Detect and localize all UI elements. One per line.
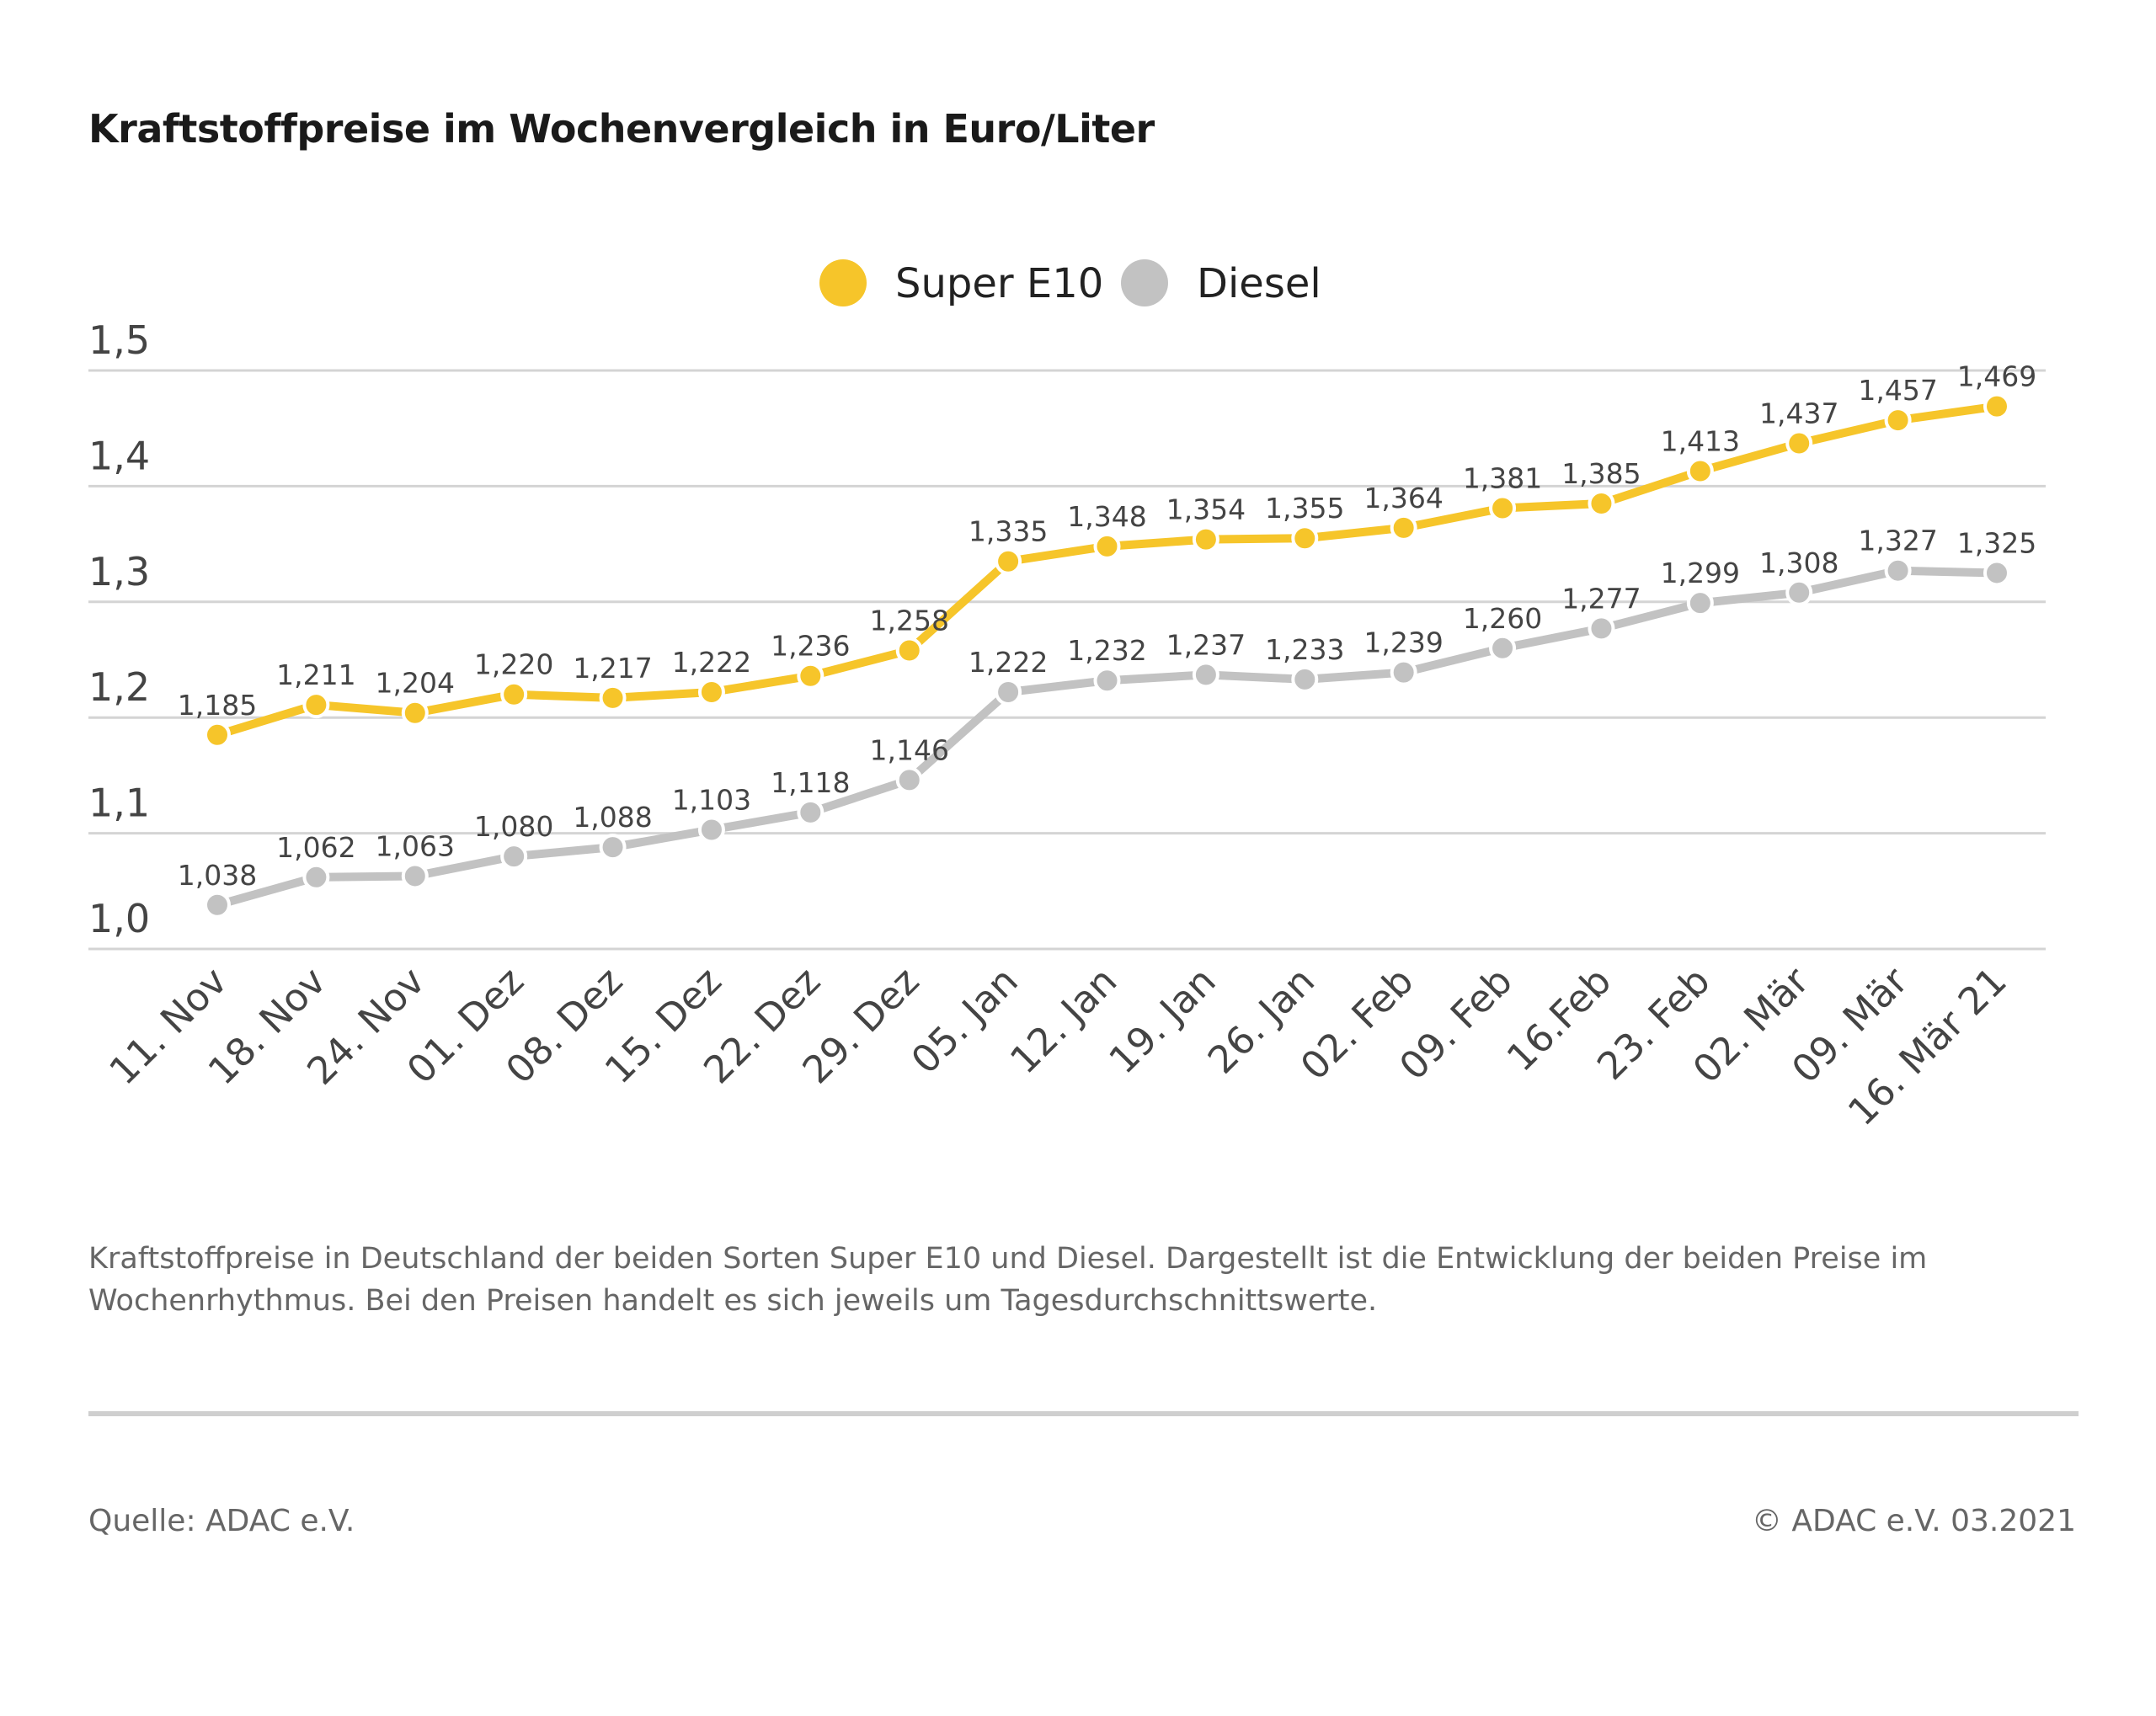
- data-point: [599, 684, 627, 711]
- y-tick-label: 1,4: [88, 433, 150, 478]
- data-label: 1,364: [1364, 482, 1443, 514]
- data-point: [1884, 407, 1912, 434]
- data-label: 1,308: [1759, 546, 1838, 579]
- data-label: 1,469: [1957, 360, 2036, 393]
- data-point: [1093, 667, 1121, 695]
- data-point: [1983, 559, 2010, 587]
- data-label: 1,233: [1265, 633, 1344, 666]
- legend-marker: [819, 259, 867, 306]
- data-point: [1785, 429, 1813, 457]
- data-point: [302, 691, 330, 719]
- data-point: [1686, 457, 1714, 485]
- data-label: 1,335: [969, 515, 1048, 548]
- data-point: [697, 678, 725, 706]
- data-point: [1390, 514, 1417, 541]
- data-label: 1,118: [771, 766, 850, 799]
- data-label: 1,327: [1858, 525, 1937, 557]
- data-label: 1,038: [178, 859, 257, 892]
- chart-caption: Kraftstoffpreise in Deutschland der beid…: [88, 1242, 1928, 1318]
- data-label: 1,457: [1858, 374, 1937, 407]
- data-point: [995, 547, 1022, 575]
- legend-label: Super E10: [895, 260, 1103, 307]
- data-point: [1390, 658, 1417, 686]
- data-label: 1,354: [1166, 493, 1246, 526]
- y-tick-label: 1,5: [88, 317, 150, 363]
- data-label: 1,063: [376, 829, 455, 862]
- copyright-note: © ADAC e.V. 03.2021: [1751, 1504, 2076, 1538]
- data-label: 1,204: [376, 667, 455, 700]
- data-point: [500, 843, 528, 871]
- data-point: [1588, 490, 1615, 518]
- source-note: Quelle: ADAC e.V.: [88, 1504, 355, 1538]
- y-tick-label: 1,2: [88, 664, 150, 710]
- data-label: 1,239: [1364, 626, 1443, 659]
- data-label: 1,355: [1265, 492, 1344, 525]
- data-point: [302, 863, 330, 891]
- data-label: 1,185: [178, 689, 257, 722]
- data-point: [401, 699, 429, 727]
- data-point: [1884, 557, 1912, 584]
- data-point: [1489, 494, 1517, 522]
- data-point: [995, 678, 1022, 706]
- x-tick-label: 19. Jan: [1100, 958, 1224, 1082]
- divider: [88, 1411, 2079, 1416]
- data-point: [895, 766, 923, 794]
- y-tick-label: 1,1: [88, 781, 150, 826]
- data-label: 1,080: [474, 810, 553, 843]
- data-label: 1,348: [1067, 500, 1146, 533]
- data-point: [1489, 634, 1517, 662]
- data-label: 1,222: [672, 646, 751, 679]
- data-point: [204, 721, 231, 749]
- data-label: 1,232: [1067, 634, 1146, 667]
- y-tick-label: 1,3: [88, 549, 150, 594]
- chart-title: Kraftstoffpreise im Wochenvergleich in E…: [88, 106, 1155, 152]
- y-tick-label: 1,0: [88, 896, 150, 941]
- data-label: 1,146: [869, 733, 948, 766]
- line-chart: 1,0 1,1 1,2 1,3 1,4 1,5 Super E10 Diesel 1,185 1,…: [88, 259, 2046, 1134]
- data-label: 1,236: [771, 630, 850, 663]
- data-point: [797, 798, 825, 826]
- data-label: 1,413: [1661, 425, 1740, 458]
- data-label: 1,088: [573, 801, 652, 834]
- data-label: 1,211: [276, 658, 355, 691]
- data-point: [1785, 578, 1813, 606]
- data-point: [1093, 532, 1121, 560]
- data-label: 1,381: [1463, 462, 1542, 495]
- data-point: [401, 862, 429, 890]
- data-label: 1,222: [969, 646, 1048, 679]
- data-point: [1192, 525, 1219, 553]
- data-label: 1,437: [1759, 397, 1838, 430]
- data-point: [1588, 615, 1615, 642]
- legend-label: Diesel: [1197, 260, 1321, 307]
- data-label: 1,237: [1166, 628, 1246, 661]
- data-label: 1,277: [1561, 582, 1641, 615]
- data-point: [1291, 665, 1319, 693]
- data-label: 1,260: [1463, 602, 1542, 635]
- series-line: [216, 566, 1998, 909]
- data-point: [1291, 525, 1319, 552]
- data-point: [1686, 589, 1714, 617]
- data-point: [204, 891, 231, 919]
- data-point: [895, 637, 923, 664]
- legend-marker: [1121, 259, 1168, 306]
- data-label: 1,103: [672, 783, 751, 816]
- data-point: [500, 680, 528, 708]
- data-point: [797, 662, 825, 690]
- x-tick-label: 12. Jan: [1001, 958, 1125, 1082]
- x-tick-label: 09. Feb: [1390, 958, 1521, 1089]
- data-label: 1,385: [1561, 457, 1641, 490]
- data-label: 1,325: [1957, 526, 2036, 559]
- data-label: 1,217: [573, 652, 652, 685]
- data-label: 1,299: [1661, 557, 1740, 589]
- data-label: 1,258: [869, 605, 948, 637]
- data-point: [599, 834, 627, 861]
- data-label: 1,062: [276, 831, 355, 864]
- data-label: 1,220: [474, 648, 553, 681]
- data-point: [1983, 392, 2010, 420]
- x-tick-label: 05. Jan: [903, 958, 1027, 1082]
- data-point: [697, 816, 725, 844]
- data-point: [1192, 661, 1219, 689]
